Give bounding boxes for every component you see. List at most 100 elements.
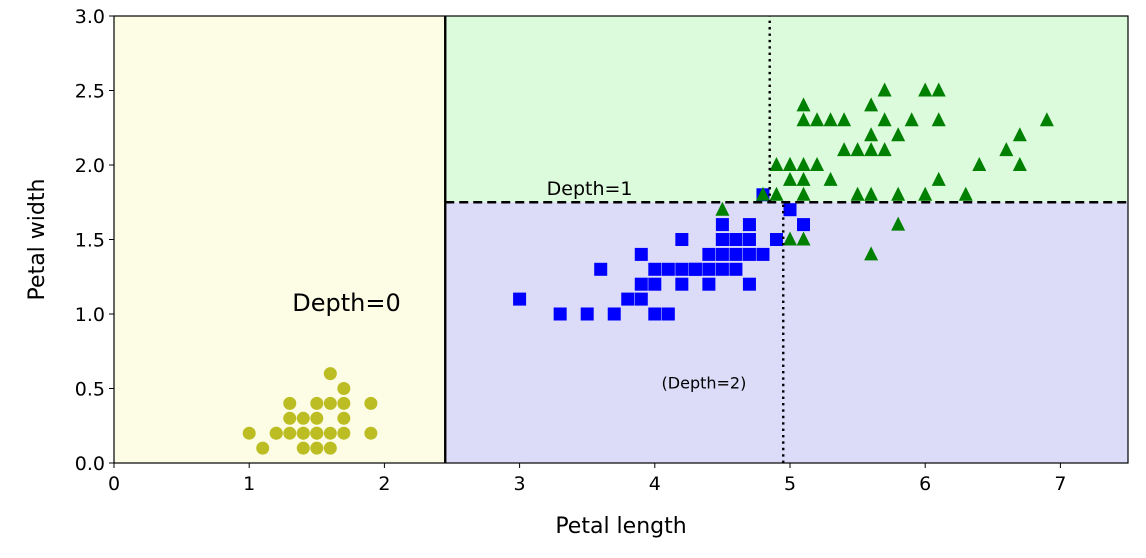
series-2-point-32 — [904, 112, 919, 127]
series-2-point-39 — [972, 157, 987, 171]
series-1-point-16 — [675, 277, 689, 291]
series-2-point-26 — [877, 82, 892, 97]
series-2-point-19 — [850, 142, 865, 157]
series-0-point-11 — [310, 396, 324, 410]
series-0-point-25 — [269, 426, 283, 440]
series-2-point-1 — [755, 186, 770, 201]
series-0-point-1 — [256, 441, 270, 455]
series-1-point-12 — [661, 307, 675, 321]
series-2-point-17 — [837, 112, 852, 127]
series-1-point-22 — [715, 262, 729, 276]
x-tick-label-3: 3 — [514, 473, 526, 495]
series-2-point-43 — [1039, 112, 1054, 127]
y-tick-label-3: 1.5 — [75, 230, 105, 252]
series-1-point-29 — [742, 233, 756, 246]
x-tick-label-0: 0 — [108, 473, 120, 495]
series-2-point-40 — [999, 142, 1014, 157]
y-axis-ticks: 0.0 0.5 1.0 1.5 2.0 2.5 3.0 — [75, 6, 114, 475]
series-0-point-20 — [364, 426, 378, 440]
series-1-point-20 — [702, 277, 716, 291]
series-1-point-19 — [702, 262, 716, 276]
series-1-point-28 — [742, 277, 756, 291]
series-2-point-27 — [877, 112, 892, 127]
series-0-point-8 — [296, 441, 310, 455]
series-1-point-38 — [715, 247, 729, 261]
series-1-point-35 — [715, 233, 729, 246]
series-2-point-14 — [810, 157, 825, 171]
series-2-point-31 — [891, 216, 906, 231]
series-2-point-2 — [769, 186, 784, 201]
series-0-point-18 — [337, 396, 351, 410]
series-2-point-44 — [783, 157, 797, 171]
series-0-point-3 — [283, 426, 297, 440]
series-2-point-10 — [796, 171, 811, 186]
series-1-point-26 — [729, 233, 743, 246]
series-1-point-11 — [648, 277, 662, 291]
series-1-point-32 — [769, 233, 783, 246]
x-tick-label-6: 6 — [919, 473, 931, 495]
series-2-point-8 — [796, 112, 811, 127]
series-2-point-33 — [918, 82, 933, 97]
series-0-point-10 — [310, 441, 324, 455]
series-2-point-29 — [891, 127, 906, 142]
series-2-point-28 — [877, 142, 892, 157]
series-1-point-10 — [648, 262, 662, 276]
series-2-point-36 — [931, 112, 946, 127]
region-backgrounds — [114, 16, 1128, 463]
series-0-point-12 — [310, 411, 324, 425]
series-2-point-6 — [783, 171, 797, 186]
series-1-point-24 — [729, 262, 743, 276]
series-2-point-16 — [823, 171, 838, 186]
y-tick-label-1: 0.5 — [75, 379, 105, 401]
series-1-point-2 — [580, 307, 594, 321]
x-tick-label-7: 7 — [1054, 473, 1066, 495]
series-0-point-19 — [337, 382, 351, 395]
series-0-point-4 — [283, 411, 297, 425]
series-1-point-9 — [648, 307, 662, 321]
series-2-point-18 — [837, 142, 852, 157]
depth-annotations: Depth=0 Depth=1 (Depth=2) — [292, 178, 746, 393]
y-tick-label-5: 2.5 — [75, 81, 105, 103]
series-2-point-0 — [715, 201, 730, 216]
series-2-point-7 — [796, 97, 811, 112]
annotation-2: (Depth=2) — [662, 374, 747, 393]
decision-boundaries — [444, 16, 1128, 463]
series-2-point-23 — [864, 142, 879, 157]
series-2-point-13 — [810, 112, 825, 127]
x-tick-label-1: 1 — [243, 473, 255, 495]
series-2-point-3 — [769, 157, 784, 171]
series-1-point-23 — [715, 218, 729, 232]
region-1 — [445, 16, 1128, 203]
series-2-point-9 — [796, 157, 811, 171]
series-1-point-4 — [607, 307, 621, 321]
series-0-point-13 — [323, 426, 337, 440]
series-0-point-7 — [296, 411, 310, 425]
series-2-point-41 — [1012, 127, 1027, 142]
series-0-point-14 — [323, 367, 337, 381]
series-2-point-20 — [850, 186, 865, 201]
series-0-point-15 — [323, 396, 337, 410]
annotation-1: Depth=1 — [547, 178, 633, 200]
region-0 — [114, 16, 446, 463]
x-axis-ticks: 0 1 2 3 4 5 6 7 — [108, 463, 1066, 495]
series-1-point-15 — [675, 233, 689, 246]
x-tick-label-5: 5 — [784, 473, 796, 495]
annotation-0: Depth=0 — [292, 289, 400, 317]
series-1-point-1 — [553, 307, 567, 321]
series-2-point-30 — [891, 186, 906, 201]
series-0-point-21 — [364, 396, 378, 410]
series-0-point-5 — [283, 396, 297, 410]
y-tick-label-0: 0.0 — [75, 453, 105, 475]
series-2-point-22 — [864, 127, 879, 142]
series-2-point-12 — [796, 231, 811, 246]
series-0-point-23 — [296, 426, 310, 440]
series-1-point-27 — [742, 247, 756, 261]
y-tick-label-2: 1.0 — [75, 304, 105, 326]
x-tick-label-4: 4 — [649, 473, 661, 495]
x-axis-title: Petal length — [555, 514, 686, 539]
series-2-point-25 — [864, 246, 879, 261]
series-1-point-3 — [594, 262, 608, 276]
region-2 — [445, 202, 1128, 463]
series-1-point-36 — [742, 218, 756, 232]
